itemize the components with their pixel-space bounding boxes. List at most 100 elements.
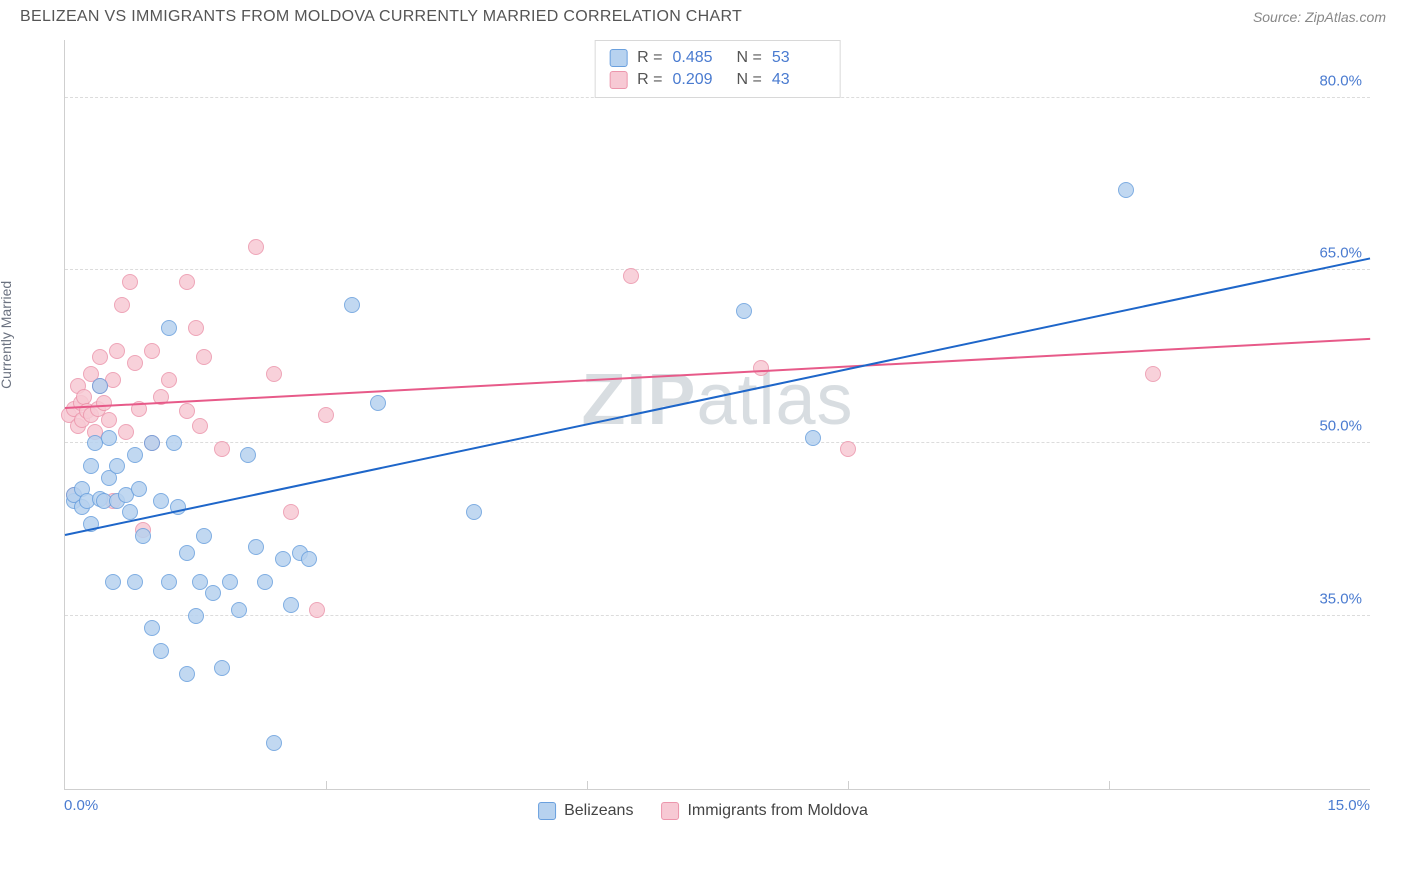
trendline-pink — [65, 338, 1370, 409]
watermark-zip: ZIP — [581, 360, 696, 440]
data-point-pink — [122, 274, 138, 290]
data-point-pink — [144, 343, 160, 359]
data-point-pink — [214, 441, 230, 457]
legend-item-blue: Belizeans — [538, 802, 633, 820]
swatch-blue-icon — [538, 802, 556, 820]
data-point-blue — [166, 435, 182, 451]
data-point-blue — [127, 447, 143, 463]
n-label: N = — [737, 71, 762, 89]
data-point-blue — [283, 597, 299, 613]
data-point-pink — [188, 320, 204, 336]
data-point-blue — [83, 458, 99, 474]
n-value-blue: 53 — [772, 49, 826, 67]
y-axis-title: Currently Married — [0, 281, 14, 389]
data-point-blue — [161, 320, 177, 336]
legend-label-blue: Belizeans — [564, 802, 633, 820]
series-legend: Belizeans Immigrants from Moldova — [538, 802, 868, 820]
data-point-pink — [196, 349, 212, 365]
data-point-blue — [370, 395, 386, 411]
data-point-blue — [266, 735, 282, 751]
n-value-pink: 43 — [772, 71, 826, 89]
data-point-pink — [840, 441, 856, 457]
data-point-blue — [240, 447, 256, 463]
data-point-blue — [153, 493, 169, 509]
data-point-blue — [144, 435, 160, 451]
x-tick-min: 0.0% — [64, 797, 98, 814]
swatch-blue-icon — [609, 49, 627, 67]
data-point-blue — [736, 303, 752, 319]
data-point-blue — [196, 528, 212, 544]
data-point-blue — [231, 602, 247, 618]
swatch-pink-icon — [609, 71, 627, 89]
data-point-blue — [161, 574, 177, 590]
r-value-pink: 0.209 — [673, 71, 727, 89]
plot-region: ZIPatlas R = 0.485 N = 53 R = 0.209 N = … — [64, 40, 1370, 790]
data-point-blue — [275, 551, 291, 567]
chart-area: Currently Married ZIPatlas R = 0.485 N =… — [12, 30, 1394, 840]
n-label: N = — [737, 49, 762, 67]
data-point-blue — [192, 574, 208, 590]
r-label: R = — [637, 49, 662, 67]
data-point-blue — [188, 608, 204, 624]
data-point-blue — [179, 666, 195, 682]
watermark: ZIPatlas — [581, 359, 853, 441]
data-point-blue — [179, 545, 195, 561]
data-point-blue — [92, 378, 108, 394]
data-point-pink — [179, 274, 195, 290]
data-point-pink — [192, 418, 208, 434]
legend-item-pink: Immigrants from Moldova — [661, 802, 868, 820]
data-point-blue — [222, 574, 238, 590]
data-point-blue — [301, 551, 317, 567]
data-point-pink — [753, 360, 769, 376]
chart-title: BELIZEAN VS IMMIGRANTS FROM MOLDOVA CURR… — [20, 8, 742, 26]
data-point-pink — [318, 407, 334, 423]
x-tick-mark — [848, 781, 849, 789]
data-point-pink — [266, 366, 282, 382]
stats-legend: R = 0.485 N = 53 R = 0.209 N = 43 — [594, 40, 841, 98]
data-point-pink — [109, 343, 125, 359]
y-tick-label: 35.0% — [1319, 591, 1362, 608]
swatch-pink-icon — [661, 802, 679, 820]
data-point-blue — [101, 430, 117, 446]
gridline — [65, 269, 1370, 270]
data-point-pink — [161, 372, 177, 388]
gridline — [65, 615, 1370, 616]
x-tick-max: 15.0% — [1327, 797, 1370, 814]
data-point-blue — [1118, 182, 1134, 198]
data-point-blue — [248, 539, 264, 555]
data-point-pink — [114, 297, 130, 313]
stats-row-pink: R = 0.209 N = 43 — [609, 69, 826, 91]
data-point-blue — [105, 574, 121, 590]
data-point-blue — [257, 574, 273, 590]
data-point-pink — [92, 349, 108, 365]
data-point-blue — [805, 430, 821, 446]
data-point-blue — [131, 481, 147, 497]
r-value-blue: 0.485 — [673, 49, 727, 67]
data-point-blue — [344, 297, 360, 313]
y-tick-label: 50.0% — [1319, 418, 1362, 435]
y-tick-label: 80.0% — [1319, 72, 1362, 89]
data-point-blue — [466, 504, 482, 520]
data-point-blue — [127, 574, 143, 590]
data-point-blue — [144, 620, 160, 636]
x-tick-mark — [1109, 781, 1110, 789]
gridline — [65, 442, 1370, 443]
data-point-pink — [179, 403, 195, 419]
data-point-pink — [1145, 366, 1161, 382]
stats-row-blue: R = 0.485 N = 53 — [609, 47, 826, 69]
data-point-pink — [101, 412, 117, 428]
data-point-blue — [205, 585, 221, 601]
x-tick-mark — [326, 781, 327, 789]
data-point-pink — [96, 395, 112, 411]
data-point-pink — [127, 355, 143, 371]
data-point-pink — [118, 424, 134, 440]
x-tick-mark — [587, 781, 588, 789]
legend-label-pink: Immigrants from Moldova — [687, 802, 868, 820]
data-point-pink — [248, 239, 264, 255]
data-point-blue — [153, 643, 169, 659]
source-attribution: Source: ZipAtlas.com — [1253, 9, 1386, 25]
data-point-pink — [283, 504, 299, 520]
data-point-blue — [214, 660, 230, 676]
chart-header: BELIZEAN VS IMMIGRANTS FROM MOLDOVA CURR… — [0, 0, 1406, 30]
data-point-blue — [109, 458, 125, 474]
